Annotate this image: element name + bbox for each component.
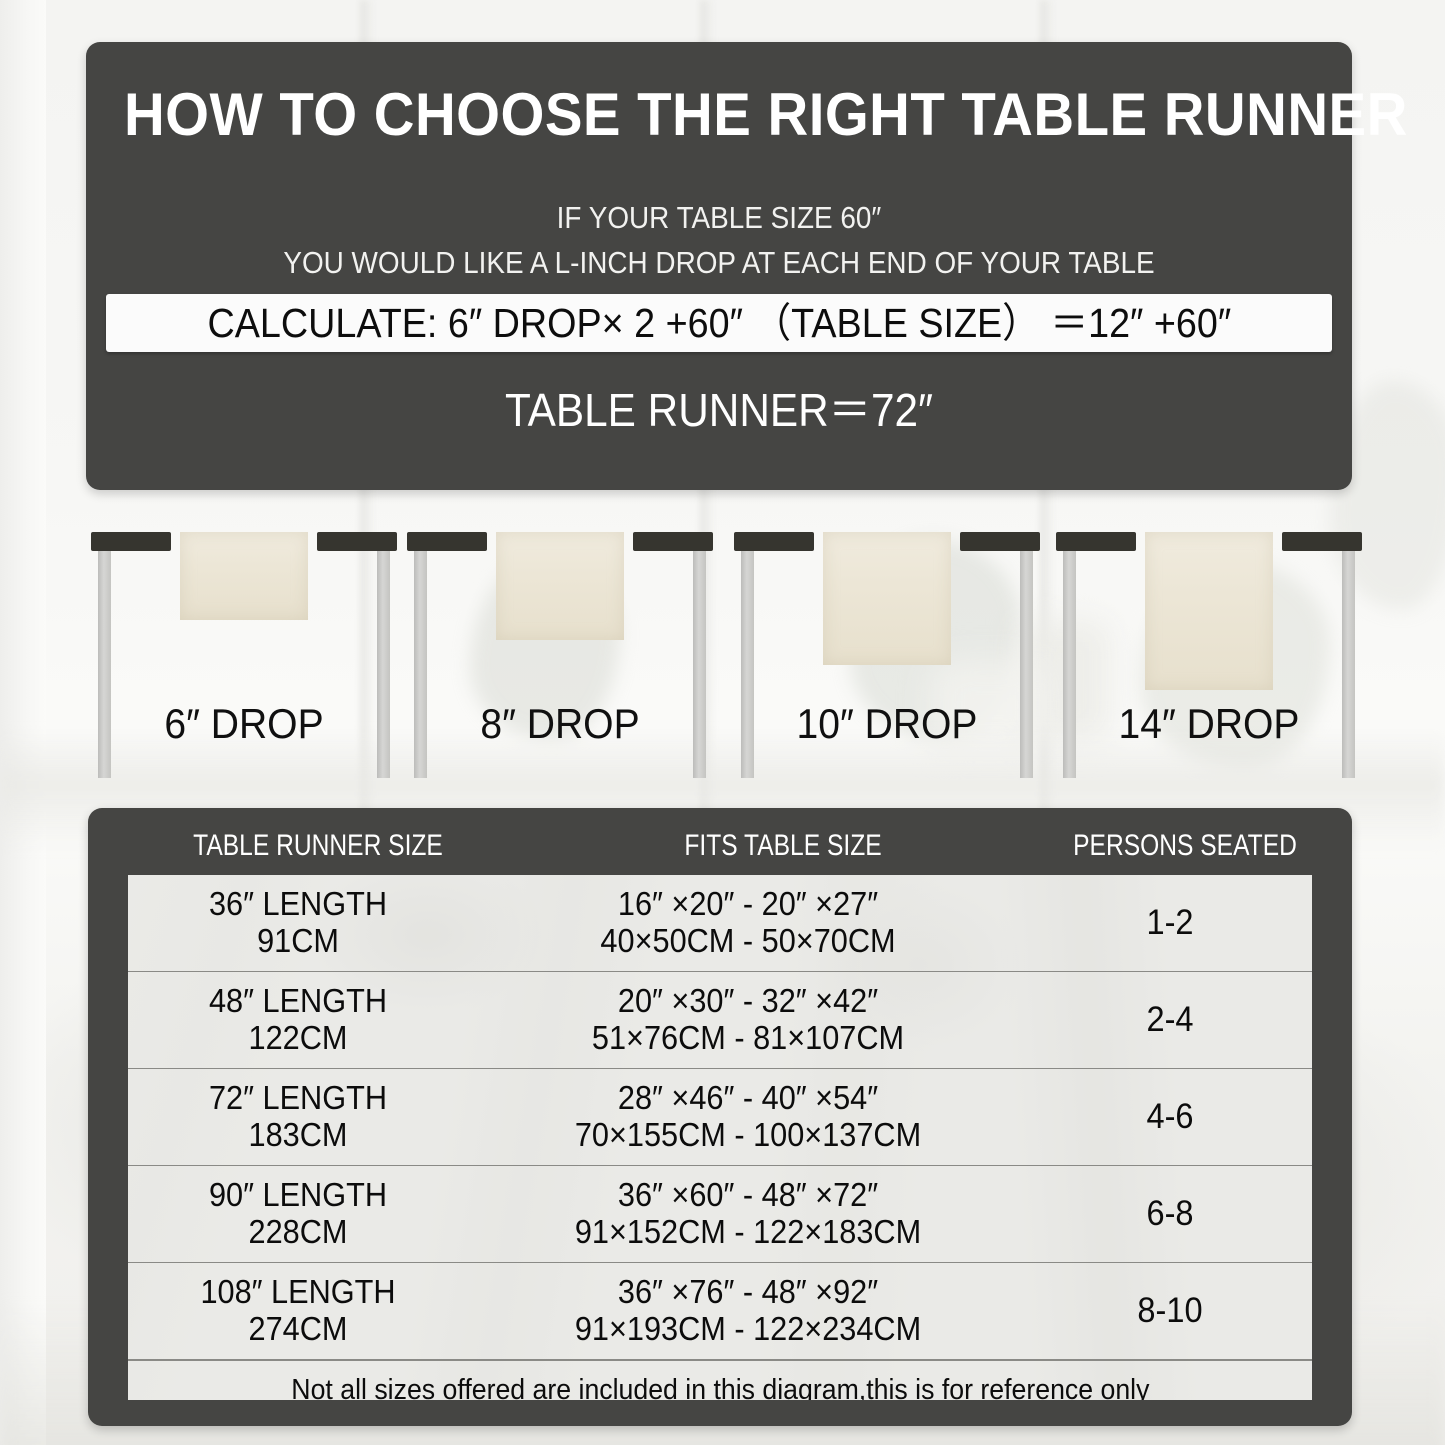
drop-label: 10″ DROP (796, 700, 978, 747)
cell-runner-size: 36″ LENGTH 91CM (128, 885, 468, 960)
fits-size-inches: 20″ ×30″ - 32″ ×42″ (617, 982, 879, 1020)
tabletop-segment-left (1056, 532, 1136, 551)
table-leg-left (1063, 550, 1076, 778)
table-row: 36″ LENGTH 91CM 16″ ×20″ - 20″ ×27″ 40×5… (128, 875, 1312, 972)
table-leg-left (414, 550, 427, 778)
fits-size-inches: 16″ ×20″ - 20″ ×27″ (617, 885, 879, 923)
persons-seated-value: 8-10 (1137, 1291, 1203, 1331)
runner-cloth (1145, 532, 1273, 690)
runner-total-result: TABLE RUNNER＝72″ (504, 384, 934, 436)
fits-size-inches: 28″ ×46″ - 40″ ×54″ (617, 1079, 879, 1117)
drop-illustration-10in: 10″ DROP (729, 512, 1045, 792)
drop-label: 8″ DROP (480, 700, 640, 747)
runner-cloth (823, 532, 951, 665)
tabletop-segment-left (407, 532, 487, 551)
runner-size-cm: 183CM (248, 1116, 348, 1153)
drop-illustrations: 6″ DROP 8″ DROP 10″ DROP 14″ DROP (86, 512, 1362, 792)
table-footnote: Not all sizes offered are included in th… (290, 1374, 1150, 1400)
fits-size-cm: 40×50CM - 50×70CM (600, 922, 896, 959)
cell-fits-table-size: 28″ ×46″ - 40″ ×54″ 70×155CM - 100×137CM (468, 1079, 1028, 1154)
persons-seated-value: 1-2 (1146, 903, 1194, 943)
tabletop-segment-right (317, 532, 397, 551)
header-panel: HOW TO CHOOSE THE RIGHT TABLE RUNNER IF … (86, 42, 1408, 490)
table-leg-right (1020, 550, 1033, 778)
column-header-fits-table-size: FITS TABLE SIZE (590, 822, 975, 870)
runner-size-inches: 90″ LENGTH (208, 1176, 388, 1214)
fits-size-cm: 91×152CM - 122×183CM (574, 1213, 922, 1250)
cell-persons-seated: 1-2 (1028, 903, 1312, 942)
fits-size-cm: 51×76CM - 81×107CM (591, 1019, 905, 1056)
runner-cloth (180, 532, 308, 620)
runner-size-cm: 274CM (248, 1310, 348, 1347)
table-leg-left (98, 550, 111, 778)
cell-persons-seated: 4-6 (1028, 1097, 1312, 1136)
tabletop-segment-right (1282, 532, 1362, 551)
tabletop-segment-right (960, 532, 1040, 551)
fits-size-inches: 36″ ×76″ - 48″ ×92″ (617, 1273, 879, 1311)
table-leg-right (1342, 550, 1355, 778)
tabletop-segment-left (734, 532, 814, 551)
persons-seated-value: 2-4 (1146, 1000, 1194, 1040)
cell-fits-table-size: 36″ ×60″ - 48″ ×72″ 91×152CM - 122×183CM (468, 1176, 1028, 1251)
tabletop-segment-right (633, 532, 713, 551)
cell-persons-seated: 6-8 (1028, 1194, 1312, 1233)
cell-runner-size: 48″ LENGTH 122CM (128, 982, 468, 1057)
table-row: 108″ LENGTH 274CM 36″ ×76″ - 48″ ×92″ 91… (128, 1263, 1312, 1360)
column-header-persons-seated: PERSONS SEATED (1048, 822, 1322, 870)
column-header-label: PERSONS SEATED (1073, 829, 1297, 862)
size-table-panel: TABLE RUNNER SIZE FITS TABLE SIZE PERSON… (88, 808, 1352, 1426)
fits-size-inches: 36″ ×60″ - 48″ ×72″ (617, 1176, 879, 1214)
cell-runner-size: 90″ LENGTH 228CM (128, 1176, 468, 1251)
drop-illustration-6in: 6″ DROP (86, 512, 402, 792)
cell-fits-table-size: 16″ ×20″ - 20″ ×27″ 40×50CM - 50×70CM (468, 885, 1028, 960)
cell-fits-table-size: 36″ ×76″ - 48″ ×92″ 91×193CM - 122×234CM (468, 1273, 1028, 1348)
runner-size-cm: 122CM (248, 1019, 348, 1056)
table-row: 48″ LENGTH 122CM 20″ ×30″ - 32″ ×42″ 51×… (128, 972, 1312, 1069)
fits-size-cm: 91×193CM - 122×234CM (574, 1310, 922, 1347)
table-row: 90″ LENGTH 228CM 36″ ×60″ - 48″ ×72″ 91×… (128, 1166, 1312, 1263)
drop-illustration-8in: 8″ DROP (402, 512, 718, 792)
runner-cloth (496, 532, 624, 640)
runner-size-inches: 48″ LENGTH (208, 982, 388, 1020)
runner-size-inches: 36″ LENGTH (208, 885, 388, 923)
cell-runner-size: 72″ LENGTH 183CM (128, 1079, 468, 1154)
drop-label: 6″ DROP (164, 700, 324, 747)
runner-size-cm: 228CM (248, 1213, 348, 1250)
cell-persons-seated: 2-4 (1028, 1000, 1312, 1039)
calculation-box: CALCULATE: 6″ DROP× 2 +60″ （TABLE SIZE） … (106, 294, 1332, 352)
cell-runner-size: 108″ LENGTH 274CM (128, 1273, 468, 1348)
drop-label: 14″ DROP (1118, 700, 1300, 747)
column-header-label: FITS TABLE SIZE (684, 829, 882, 862)
fits-size-cm: 70×155CM - 100×137CM (574, 1116, 922, 1153)
runner-size-inches: 72″ LENGTH (208, 1079, 388, 1117)
table-body: 36″ LENGTH 91CM 16″ ×20″ - 20″ ×27″ 40×5… (128, 875, 1312, 1400)
subtitle-line-1: IF YOUR TABLE SIZE 60″ (556, 200, 882, 235)
runner-size-inches: 108″ LENGTH (200, 1273, 396, 1311)
persons-seated-value: 4-6 (1146, 1097, 1194, 1137)
table-leg-left (741, 550, 754, 778)
column-header-runner-size: TABLE RUNNER SIZE (129, 822, 506, 870)
tabletop-segment-left (91, 532, 171, 551)
cell-fits-table-size: 20″ ×30″ - 32″ ×42″ 51×76CM - 81×107CM (468, 982, 1028, 1057)
persons-seated-value: 6-8 (1146, 1194, 1194, 1234)
calculation-formula: CALCULATE: 6″ DROP× 2 +60″ （TABLE SIZE） … (207, 299, 1231, 346)
drop-illustration-14in: 14″ DROP (1051, 512, 1367, 792)
table-row: 72″ LENGTH 183CM 28″ ×46″ - 40″ ×54″ 70×… (128, 1069, 1312, 1166)
cell-persons-seated: 8-10 (1028, 1291, 1312, 1330)
subtitle-line-2: YOU WOULD LIKE A L-INCH DROP AT EACH END… (283, 245, 1155, 280)
table-leg-right (693, 550, 706, 778)
background-window-left (0, 0, 46, 1445)
table-leg-right (377, 550, 390, 778)
table-header-row: TABLE RUNNER SIZE FITS TABLE SIZE PERSON… (88, 822, 1352, 870)
runner-size-cm: 91CM (257, 922, 339, 959)
column-header-label: TABLE RUNNER SIZE (193, 829, 443, 862)
table-footnote-row: Not all sizes offered are included in th… (128, 1360, 1312, 1400)
page-title: HOW TO CHOOSE THE RIGHT TABLE RUNNER (123, 81, 1408, 148)
